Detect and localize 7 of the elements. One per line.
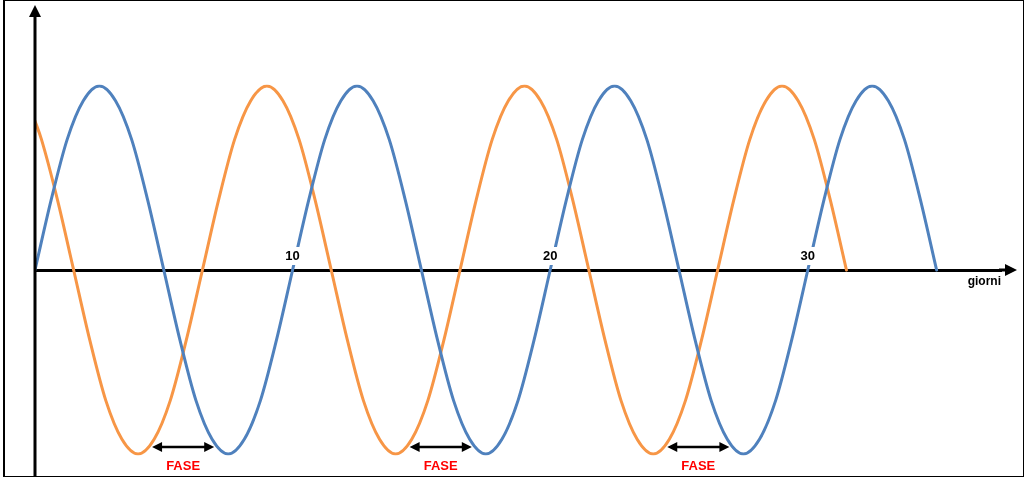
x-tick-label: 20: [542, 247, 558, 263]
text: FASE: [423, 457, 459, 473]
x-tick-label: 30: [800, 247, 816, 263]
text: FASE: [681, 457, 716, 473]
text: FASE: [166, 457, 201, 473]
x-tick-label: 10: [285, 247, 300, 263]
x-axis-title: giorni: [967, 273, 1001, 288]
